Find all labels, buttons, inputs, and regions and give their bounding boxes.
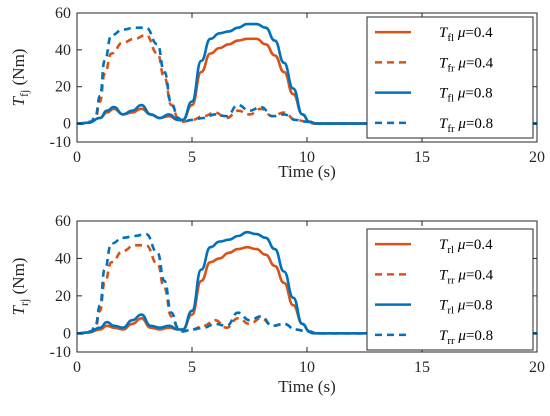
x-axis-label: Time (s) (278, 162, 335, 181)
series-group (77, 230, 537, 335)
x-tick-label: 20 (529, 359, 545, 376)
x-tick-label: 20 (529, 149, 545, 166)
x-tick-label: 5 (188, 149, 196, 166)
legend-entry-3: Trl μ=0.8 (439, 298, 493, 317)
legend-entry-1: Trl μ=0.4 (439, 237, 493, 256)
y-tick-label: 60 (55, 213, 71, 230)
chart-panel-1: 0 5 10 15 20 60 40 20 0-10 Time (s) Tfj (Nm) Tfl μ=… (9, 5, 545, 181)
x-tick-label: 5 (188, 359, 196, 376)
series-line-3 (77, 230, 537, 335)
legend: Trl μ=0.4 Trr μ=0.4 Trl μ=0.8 Trr μ=0.8 (366, 228, 534, 351)
y-tick-label: 20 (55, 288, 71, 305)
y-tick-label: 40 (55, 250, 71, 267)
series-line-3 (77, 22, 537, 125)
legend-box (366, 228, 534, 351)
legend: Tfl μ=0.4 Tfr μ=0.4 Tfl μ=0.8 Tfr μ=0.8 (366, 16, 534, 139)
series-line-4 (77, 26, 537, 125)
x-axis-label: Time (s) (278, 377, 335, 396)
legend-box (366, 16, 534, 139)
y-axis-label: Trj (Nm) (9, 258, 31, 316)
y-tick-label: 0 (63, 116, 71, 133)
x-tick-label: 15 (414, 149, 430, 166)
legend-entry-2: Trr μ=0.4 (439, 267, 494, 286)
legend-entry-3: Tfl μ=0.8 (439, 86, 493, 105)
legend-entry-4: Tfr μ=0.8 (439, 116, 493, 135)
legend-entry-2: Tfr μ=0.4 (439, 55, 494, 74)
legend-entry-4: Trr μ=0.8 (439, 328, 493, 347)
y-axis-label: Tfj (Nm) (9, 49, 31, 107)
x-tick-label: 10 (299, 359, 315, 376)
series-line-2 (77, 244, 537, 335)
y-tick-label: 20 (55, 79, 71, 96)
legend-entry-1: Tfl μ=0.4 (439, 25, 493, 44)
series-group (77, 22, 537, 125)
series-line-2 (77, 33, 537, 125)
x-tick-label: 0 (73, 149, 81, 166)
x-tick-label: 10 (299, 149, 315, 166)
y-tick-label: 40 (55, 42, 71, 59)
y-tick-label: 60 (55, 5, 71, 22)
y-tick-label: 0 (63, 325, 71, 342)
y-tick-label: -10 (50, 134, 71, 151)
x-tick-label: 0 (73, 359, 81, 376)
x-tick-label: 15 (414, 359, 430, 376)
y-tick-label: -10 (50, 344, 71, 361)
